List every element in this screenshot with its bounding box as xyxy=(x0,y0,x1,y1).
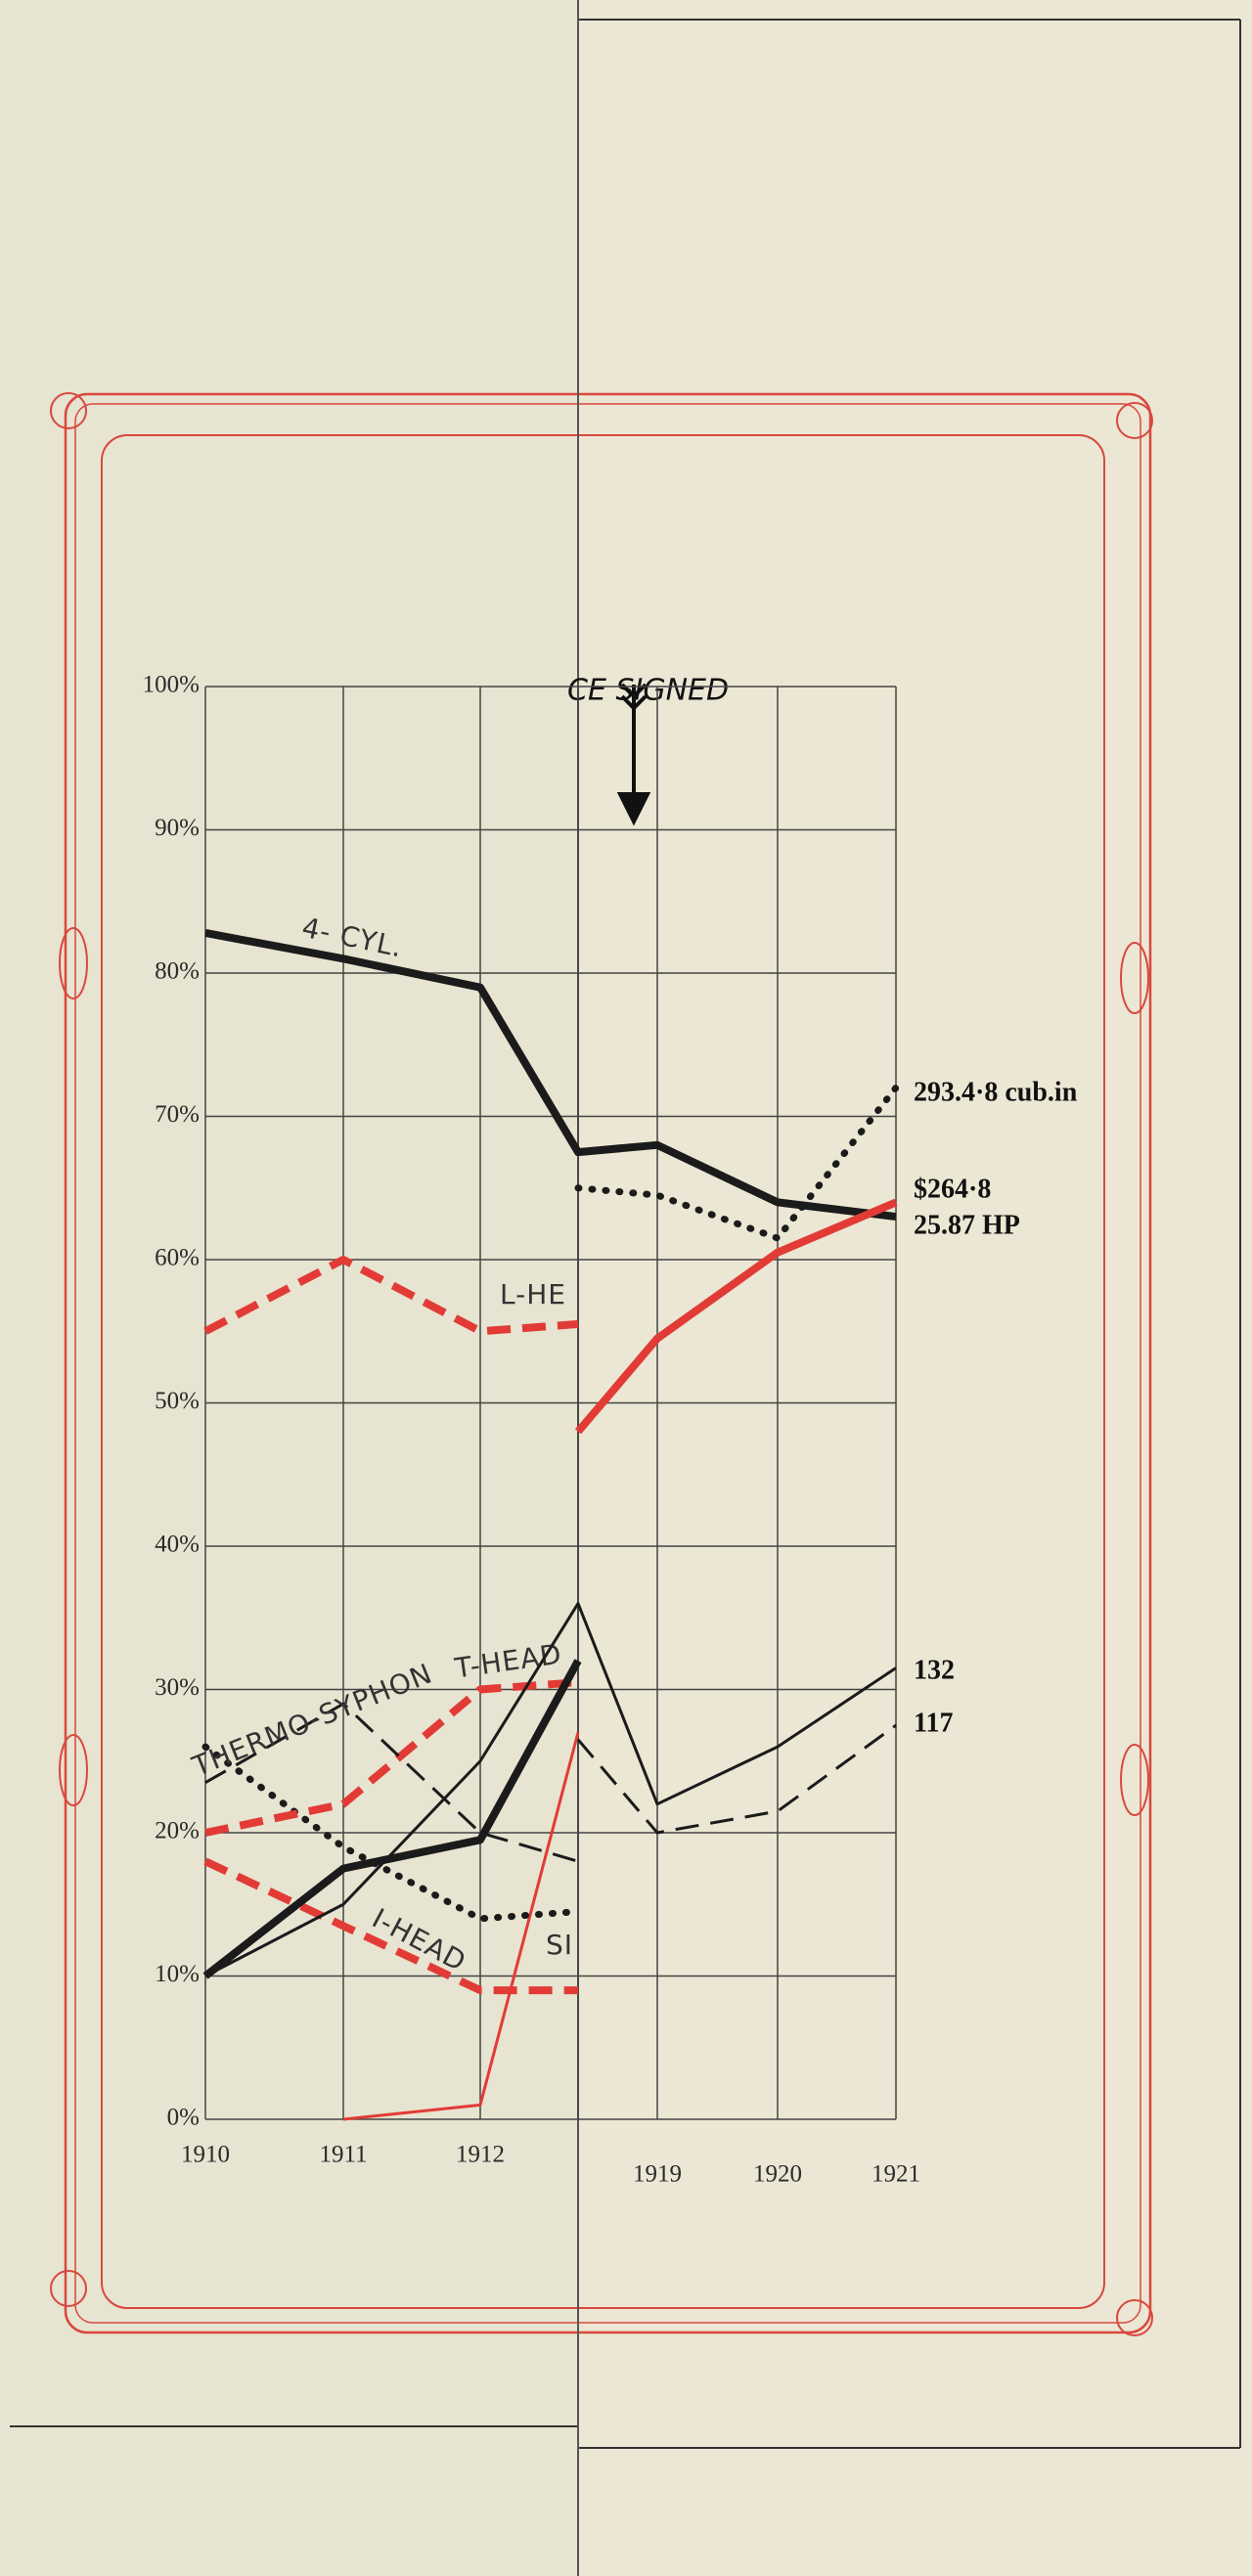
series-line xyxy=(204,1702,579,1863)
series-line xyxy=(203,1256,579,1336)
series-line xyxy=(574,1198,898,1435)
series-line xyxy=(204,1602,897,1977)
series-line xyxy=(203,1857,578,1995)
y-tick-label: 50% xyxy=(155,1388,200,1414)
x-tick-label: 1920 xyxy=(753,2161,802,2188)
end-label: $264·8 xyxy=(914,1174,991,1204)
series-line xyxy=(576,1723,897,1835)
y-tick-label: 90% xyxy=(155,815,200,841)
y-tick-label: 60% xyxy=(155,1245,200,1271)
end-label: 117 xyxy=(914,1708,953,1738)
end-label: 25.87 HP xyxy=(914,1210,1020,1240)
y-tick-label: 0% xyxy=(167,2105,200,2131)
line-label: SI xyxy=(546,1929,573,1961)
series-line xyxy=(202,1659,582,1979)
x-tick-label: 1919 xyxy=(633,2161,682,2188)
y-tick-label: 20% xyxy=(155,1818,200,1844)
y-tick-label: 80% xyxy=(155,958,200,985)
series-line xyxy=(574,1084,900,1242)
left-page xyxy=(0,0,578,2576)
x-tick-label: 1912 xyxy=(456,2142,505,2168)
frame xyxy=(50,392,1153,2336)
annotation: CE SIGNED xyxy=(567,674,729,708)
y-tick-label: 30% xyxy=(155,1674,200,1701)
x-tick-label: 1911 xyxy=(319,2142,367,2168)
x-tick-label: 1921 xyxy=(872,2161,920,2188)
series-line xyxy=(342,1732,580,2121)
series-line xyxy=(204,1678,579,1837)
end-label: 293.4·8 cub.in xyxy=(914,1077,1078,1107)
line-label: L-HE xyxy=(500,1278,566,1310)
series-line xyxy=(201,1743,582,1923)
series-line xyxy=(204,929,897,1221)
x-tick-label: 1910 xyxy=(181,2142,230,2168)
arrow xyxy=(616,683,651,826)
y-tick-label: 100% xyxy=(143,672,200,698)
y-tick-label: 10% xyxy=(155,1961,200,1987)
y-tick-label: 40% xyxy=(155,1532,200,1558)
end-label: 132 xyxy=(914,1655,955,1685)
y-tick-label: 70% xyxy=(155,1101,200,1128)
